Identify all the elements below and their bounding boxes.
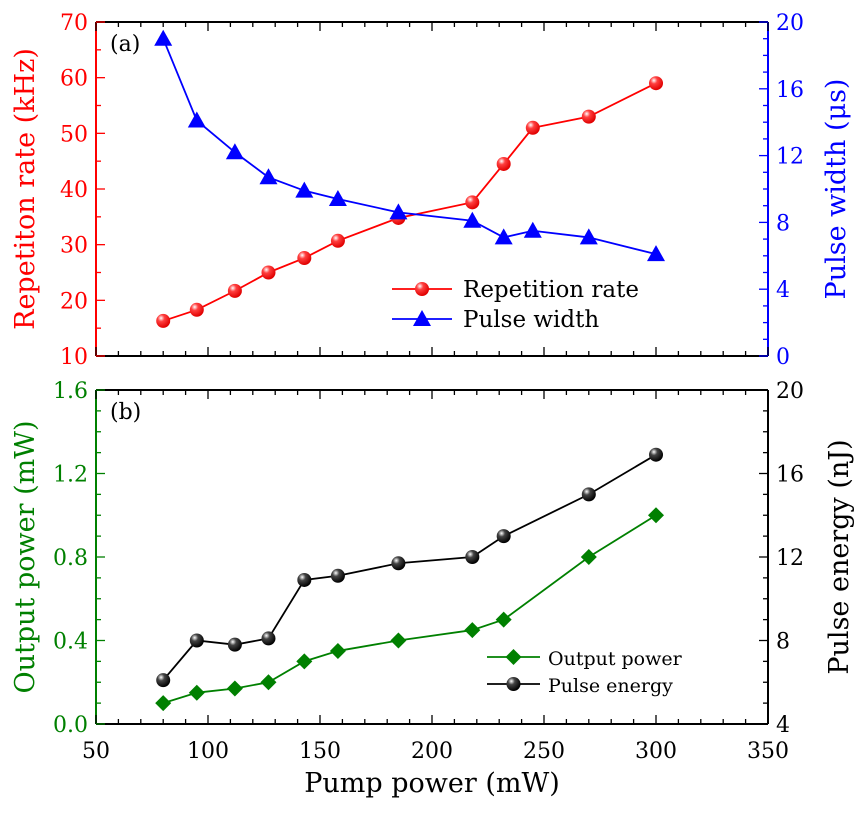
right-y-tick-label: 8	[776, 211, 790, 236]
data-point-pulse-width	[579, 228, 598, 245]
data-point-pulse-width	[494, 228, 513, 245]
data-point-pulse-width	[295, 181, 314, 198]
x-tick-label: 250	[523, 739, 565, 764]
data-point-output-power	[495, 611, 512, 628]
left-y-tick-label: 70	[60, 11, 88, 36]
x-tick-label: 100	[187, 739, 229, 764]
panel-a-label: (a)	[110, 32, 140, 57]
x-axis-label: Pump power (mW)	[304, 768, 560, 799]
series-line-pulse-width	[162, 38, 657, 256]
data-point-pulse-width	[187, 111, 206, 128]
data-point-output-power	[260, 674, 277, 691]
data-point-output-power	[648, 507, 664, 524]
left-y-tick-label: 0.4	[53, 630, 88, 655]
data-point-output-power	[226, 680, 243, 697]
x-tick-label: 200	[411, 739, 453, 764]
legend-label-repetition-rate: Repetition rate	[463, 277, 639, 303]
legend-label-pulse-energy: Pulse energy	[548, 675, 673, 697]
right-y-tick-label: 20	[776, 11, 804, 36]
data-point-repetition-rate	[297, 251, 312, 266]
legend-label-output-power: Output power	[548, 648, 683, 670]
data-point-pulse-energy	[189, 633, 204, 648]
data-point-pulse-width	[523, 221, 542, 238]
legend-marker-pulse-energy	[506, 677, 521, 691]
left-y-tick-label: 40	[60, 178, 88, 203]
left-y-tick-label: 20	[60, 289, 88, 314]
top-right-y-label: Pulse width (μs)	[821, 79, 852, 300]
left-y-tick-label: 0.8	[53, 546, 88, 571]
left-y-tick-label: 60	[60, 67, 88, 92]
x-tick-label: 150	[299, 739, 341, 764]
data-point-pulse-energy	[649, 447, 663, 462]
legend-marker-repetition-rate	[415, 282, 429, 296]
data-point-pulse-width	[328, 190, 347, 207]
data-point-repetition-rate	[261, 265, 276, 280]
data-point-repetition-rate	[525, 120, 540, 135]
left-y-tick-label: 30	[60, 234, 88, 259]
data-point-repetition-rate	[156, 313, 171, 328]
data-point-repetition-rate	[581, 109, 596, 124]
data-point-repetition-rate	[649, 76, 663, 91]
data-point-repetition-rate	[496, 156, 511, 171]
legend-marker-output-power	[505, 649, 522, 665]
data-point-output-power	[188, 684, 205, 701]
data-point-pulse-width	[389, 203, 408, 220]
x-tick-label: 300	[635, 739, 677, 764]
data-point-pulse-width	[225, 143, 244, 160]
data-point-repetition-rate	[330, 233, 345, 248]
data-point-pulse-energy	[261, 631, 276, 646]
x-tick-label: 50	[82, 739, 110, 764]
right-y-tick-label: 16	[776, 463, 804, 488]
data-point-repetition-rate	[189, 302, 204, 317]
data-point-pulse-energy	[496, 529, 511, 544]
right-y-tick-label: 16	[776, 78, 804, 103]
data-point-pulse-width	[154, 29, 173, 46]
data-point-output-power	[390, 632, 407, 649]
bottom-right-y-label: Pulse energy (nJ)	[824, 439, 855, 674]
data-point-output-power	[329, 642, 346, 659]
data-point-output-power	[155, 695, 172, 712]
data-point-repetition-rate	[227, 283, 242, 298]
data-point-pulse-energy	[465, 550, 480, 564]
bottom-left-y-label: Output power (mW)	[10, 420, 41, 693]
data-point-pulse-energy	[330, 568, 345, 583]
data-point-pulse-width	[463, 211, 482, 228]
top-left-y-label: Repetiton rate (kHz)	[10, 48, 41, 330]
left-y-tick-label: 1.6	[53, 379, 88, 404]
data-point-pulse-width	[647, 245, 665, 262]
data-point-output-power	[296, 653, 313, 670]
right-y-tick-label: 4	[776, 278, 790, 303]
data-point-pulse-energy	[156, 673, 171, 688]
data-point-pulse-energy	[297, 572, 312, 587]
left-y-tick-label: 10	[60, 345, 88, 370]
right-y-tick-label: 8	[776, 630, 790, 655]
panel-b-label: (b)	[110, 400, 141, 425]
right-y-tick-label: 20	[776, 379, 804, 404]
right-y-tick-label: 0	[776, 345, 790, 370]
data-point-repetition-rate	[465, 195, 480, 210]
legend-marker-pulse-width	[413, 310, 431, 326]
series-line-repetition-rate	[162, 82, 657, 322]
x-tick-label: 350	[747, 739, 789, 764]
data-point-output-power	[464, 622, 481, 639]
left-y-tick-label: 50	[60, 122, 88, 147]
right-y-tick-label: 12	[776, 145, 804, 170]
data-point-pulse-energy	[227, 637, 242, 652]
data-point-pulse-width	[259, 168, 278, 185]
right-y-tick-label: 12	[776, 546, 804, 571]
left-y-tick-label: 1.2	[53, 463, 88, 488]
data-point-output-power	[580, 549, 597, 565]
left-y-tick-label: 0.0	[53, 713, 88, 738]
right-y-tick-label: 4	[776, 713, 790, 738]
data-point-pulse-energy	[581, 487, 596, 502]
data-point-pulse-energy	[391, 556, 406, 571]
legend-label-pulse-width: Pulse width	[463, 307, 599, 333]
